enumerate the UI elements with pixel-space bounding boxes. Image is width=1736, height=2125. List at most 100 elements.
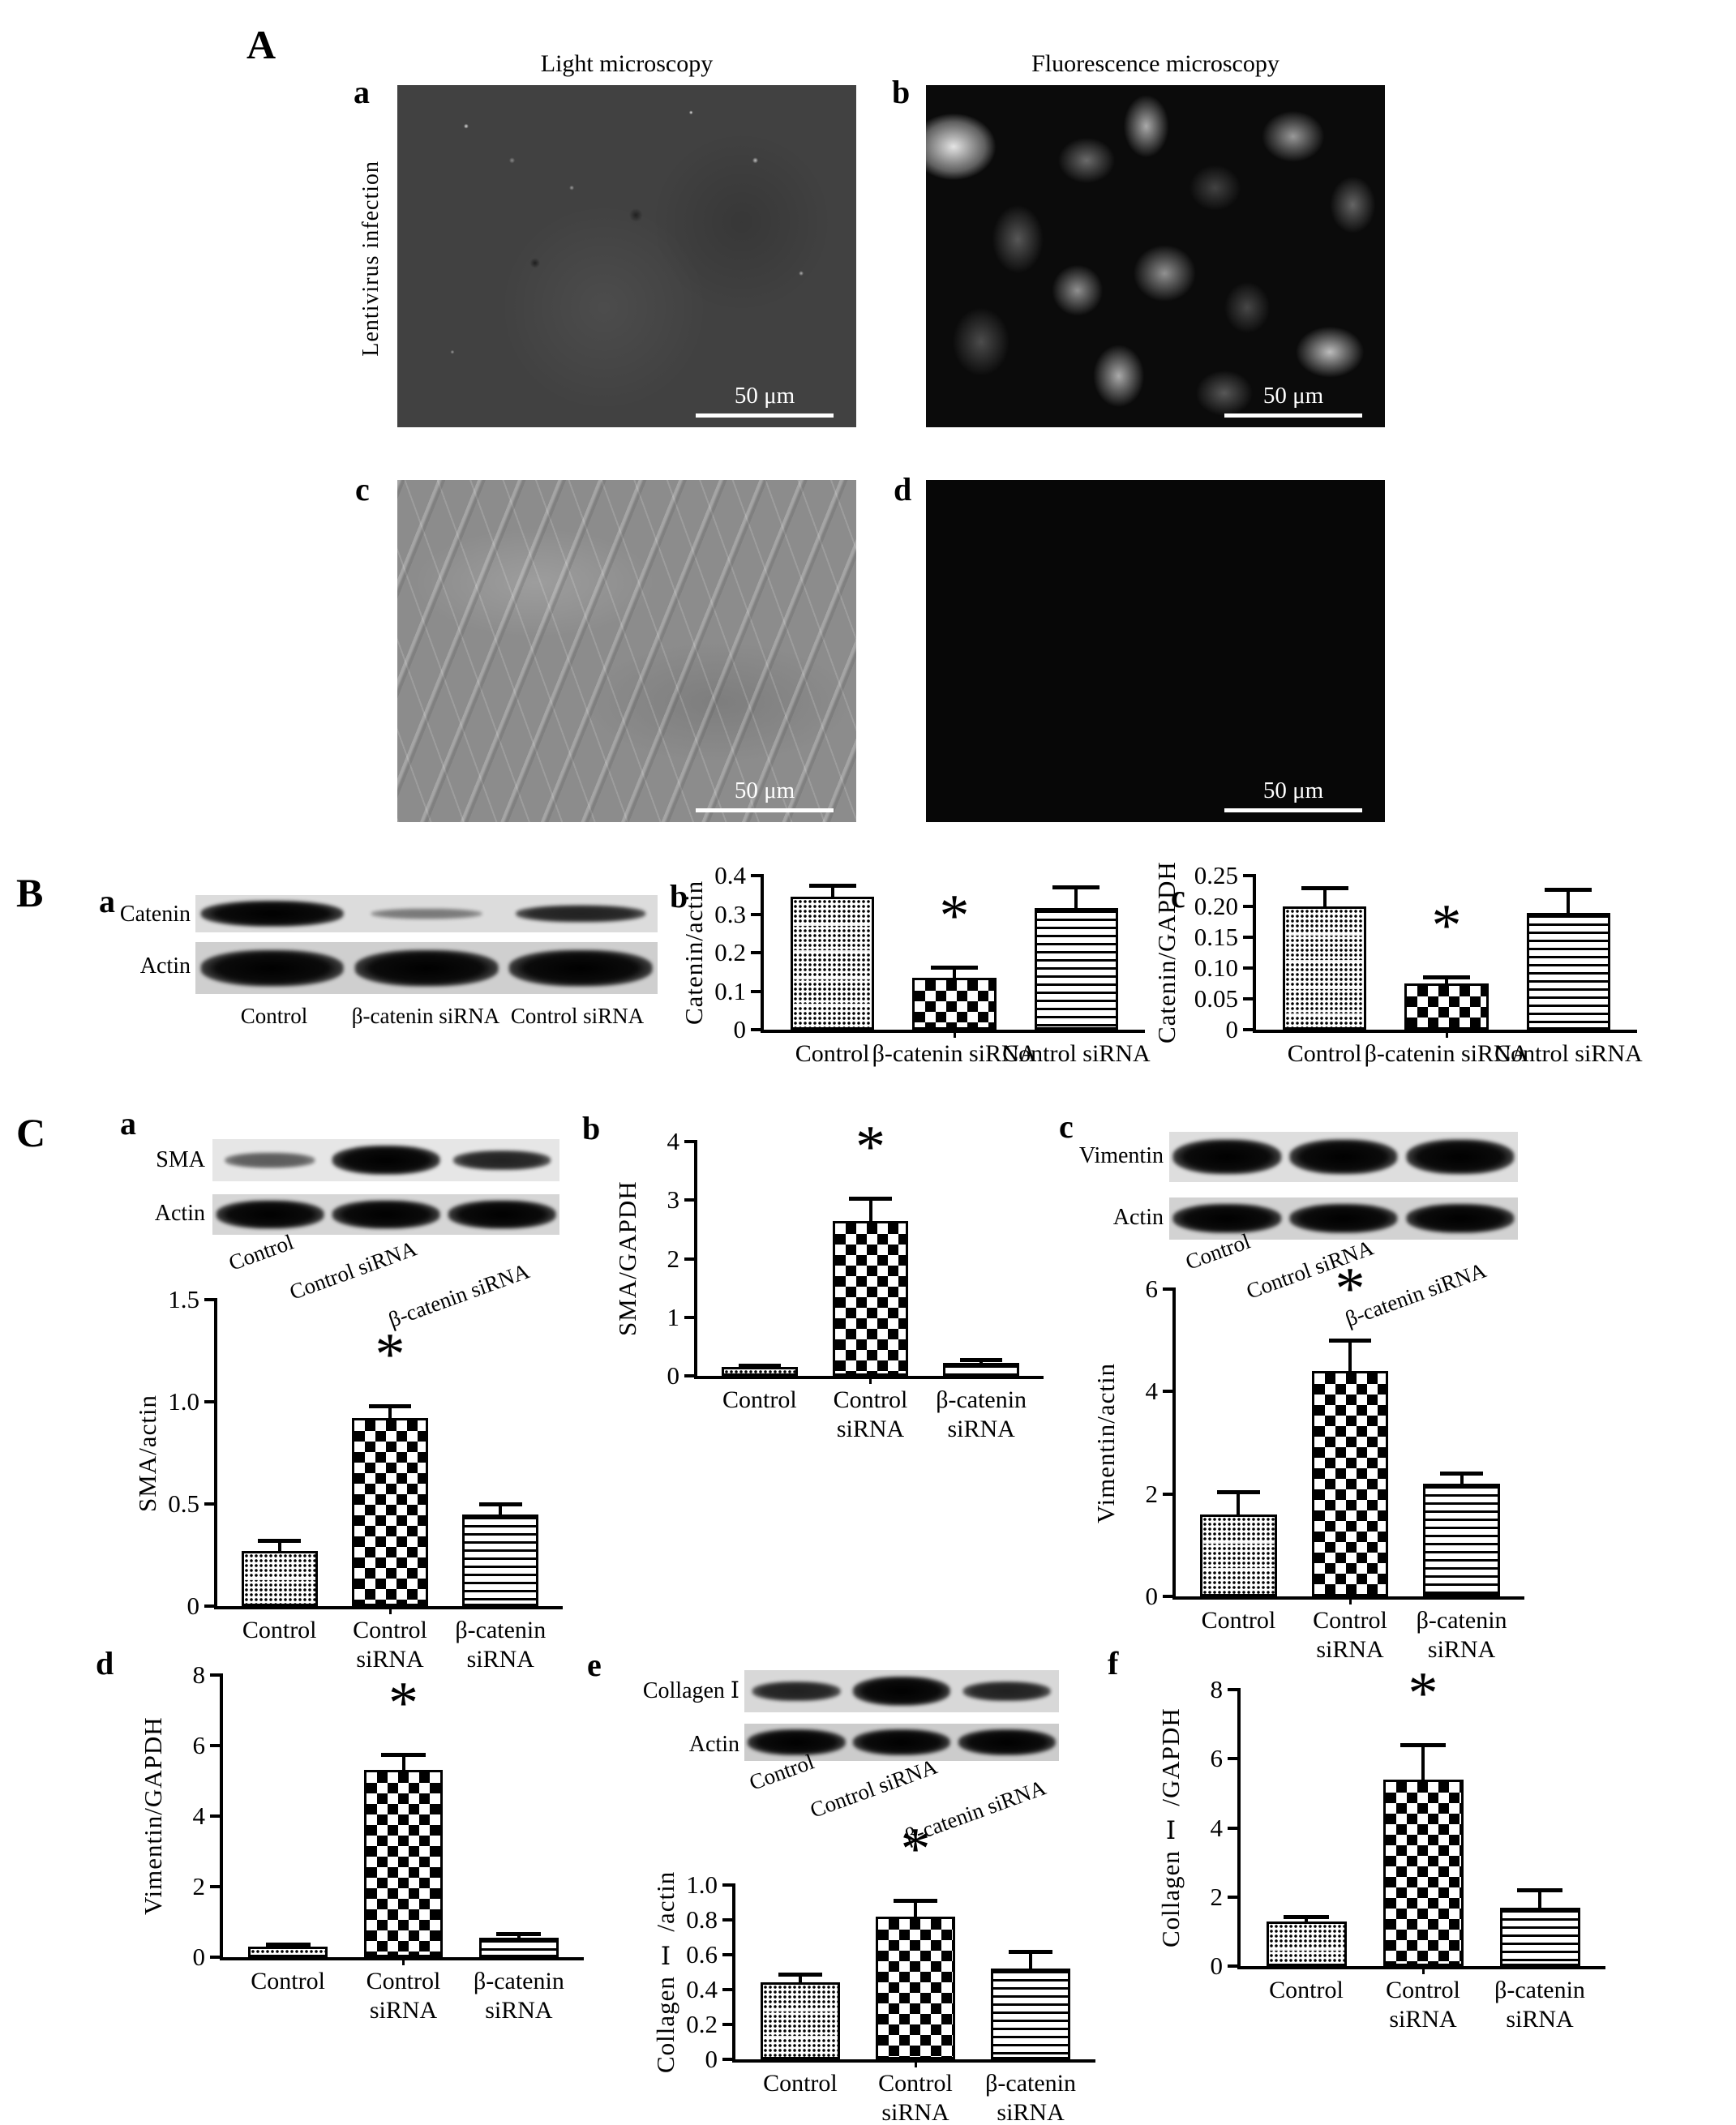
blot-band xyxy=(962,1682,1051,1701)
category-label: Control xyxy=(191,1967,385,1996)
blot-lane-label: β-catenin siRNA xyxy=(351,1004,500,1028)
y-tick-label: 1.0 xyxy=(686,1870,718,1899)
y-tick-mark xyxy=(751,989,764,993)
x-tick-mark xyxy=(1445,1030,1448,1038)
bar-Control siRNA xyxy=(1034,908,1119,1030)
error-bar-stem xyxy=(914,1900,917,1917)
category-label-line: Control xyxy=(242,1617,317,1643)
error-bar-stem xyxy=(1348,1340,1352,1372)
y-tick-mark xyxy=(210,1814,223,1818)
panel-c-sub-b-label: b xyxy=(582,1110,601,1146)
category-label-line: Control xyxy=(1287,1040,1362,1067)
y-tick-mark xyxy=(204,1502,217,1506)
category-label-line: Control xyxy=(251,1968,325,1994)
blot-band xyxy=(1405,1203,1515,1234)
category-label: β-catenin siRNA xyxy=(403,1616,598,1674)
category-label-line: β-catenin xyxy=(473,1968,564,1994)
category-label: Control xyxy=(1209,1976,1404,2005)
blot-band xyxy=(1289,1139,1398,1175)
collagen1-western-blot: Collagen Ⅰ Actin Control Control siRNA β-cat… xyxy=(616,1667,1119,1862)
error-bar-cap xyxy=(959,1357,1003,1362)
y-tick-label: 0.20 xyxy=(1194,892,1238,920)
y-tick-mark xyxy=(210,1673,223,1677)
catenin-western-blot: Catenin Actin Control β-catenin siRNA Contro… xyxy=(77,889,658,1043)
y-tick-mark xyxy=(1243,874,1256,877)
category-label-line: Control xyxy=(722,1386,797,1413)
y-tick-label: 0.15 xyxy=(1194,923,1238,951)
y-axis-label: Vimentin/GAPDH xyxy=(139,1716,167,1916)
bar-Control-siRNA xyxy=(876,1916,955,2059)
error-bar-stem xyxy=(798,1973,802,1983)
category-label-line: Control xyxy=(795,1040,870,1067)
error-bar-cap xyxy=(258,1539,301,1544)
category-label: β-catenin siRNA xyxy=(857,1039,1052,1069)
blot-lane-label: Control siRNA xyxy=(286,1236,420,1305)
category-label-line: β-catenin xyxy=(1416,1607,1507,1634)
y-tick-label: 2 xyxy=(1210,1882,1224,1911)
blot-row-label: Actin xyxy=(139,953,191,979)
scale-bar: 50 μm xyxy=(696,778,834,812)
blot-strip xyxy=(1169,1132,1518,1182)
bar-β-catenin siRNA xyxy=(912,977,997,1030)
panel-c-sub-f-label: f xyxy=(1108,1645,1119,1682)
bar-β-catenin-siRNA xyxy=(943,1363,1020,1376)
scale-bar-text: 50 μm xyxy=(734,383,795,409)
bar-Control xyxy=(761,1982,840,2059)
y-tick-label: 2 xyxy=(667,1244,680,1273)
y-tick-mark xyxy=(204,1298,217,1301)
scale-bar-line xyxy=(696,413,834,418)
blot-band xyxy=(216,1200,324,1229)
y-axis-label: Catenin/GAPDH xyxy=(1152,861,1181,1044)
y-tick-mark xyxy=(1163,1492,1176,1496)
collagen1-gapdh-bar-chart: Collagen Ⅰ /GAPDH 0 2 4 6 8 Control * Control siR… xyxy=(1156,1664,1605,2033)
bar-Control xyxy=(1266,1921,1347,1966)
y-axis-label: Collagen Ⅰ /GAPDH xyxy=(1156,1707,1185,1948)
category-label-line: siRNA xyxy=(1389,2006,1457,2033)
error-bar-cap xyxy=(479,1502,522,1506)
blot-band xyxy=(1405,1139,1515,1175)
y-tick-mark xyxy=(1243,905,1256,908)
category-label-line: Control xyxy=(878,2070,953,2097)
blot-band xyxy=(200,900,344,928)
significance-asterisk: * xyxy=(388,1669,418,1737)
light-microscopy-image-control: 50 μm xyxy=(397,480,856,822)
error-bar-stem xyxy=(953,967,956,978)
category-label-line: siRNA xyxy=(836,1416,905,1442)
y-tick-mark xyxy=(1228,1826,1241,1830)
category-label: Control xyxy=(1141,1606,1335,1635)
y-tick-mark xyxy=(1228,1757,1241,1761)
y-tick-label: 1.0 xyxy=(168,1387,199,1416)
error-bar-cap xyxy=(808,883,856,888)
scale-bar: 50 μm xyxy=(1224,778,1362,812)
error-bar-cap xyxy=(1328,1339,1372,1343)
bar-Control xyxy=(1200,1514,1277,1596)
category-label-line: Control siRNA xyxy=(1494,1040,1643,1067)
category-label: Control siRNA xyxy=(1471,1039,1665,1069)
blot-row-label: Collagen Ⅰ xyxy=(642,1678,739,1703)
y-tick-mark xyxy=(751,951,764,954)
lentivirus-infection-label: Lentivirus infection xyxy=(358,161,384,357)
sma-actin-bar-chart: SMA/actin 0 0.5 1.0 1.5 Control * Control siRNA β… xyxy=(133,1285,563,1673)
category-label-line: siRNA xyxy=(1427,1636,1496,1663)
blot-row-label: Actin xyxy=(1112,1205,1164,1230)
blot-band xyxy=(448,1200,556,1229)
error-bar-stem xyxy=(1029,1951,1033,1969)
y-tick-label: 0 xyxy=(186,1592,200,1620)
category-label-line: siRNA xyxy=(1506,2006,1574,2033)
scale-bar: 50 μm xyxy=(1224,383,1362,418)
error-bar-cap xyxy=(1008,1949,1053,1954)
category-label-line: Control xyxy=(1201,1607,1276,1634)
blot-band xyxy=(225,1152,315,1168)
error-bar-stem xyxy=(1237,1491,1241,1514)
category-label: Control xyxy=(703,2069,898,2098)
error-bar-cap xyxy=(1052,885,1100,890)
bar-Control xyxy=(241,1550,318,1606)
light-microscopy-image-infected: 50 μm xyxy=(397,85,856,427)
y-tick-mark xyxy=(684,1140,697,1143)
error-bar-stem xyxy=(277,1540,281,1551)
y-tick-label: 8 xyxy=(1210,1675,1224,1703)
x-tick-mark xyxy=(953,1030,956,1038)
y-tick-label: 0.2 xyxy=(714,938,746,966)
y-tick-mark xyxy=(210,1956,223,1959)
